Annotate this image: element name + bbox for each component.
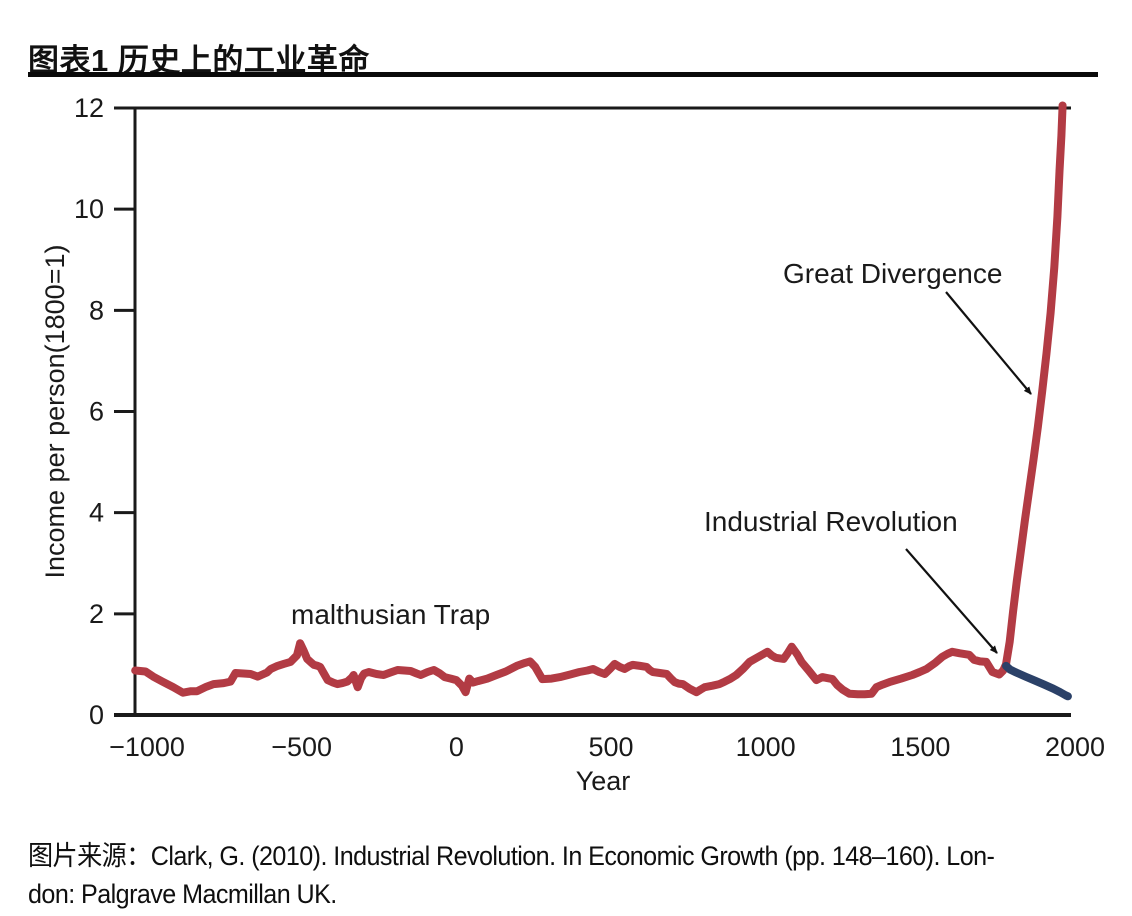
x-axis-tick-label: 500 <box>588 732 633 762</box>
x-axis-tick-label: 1500 <box>890 732 950 762</box>
industrial-revolution-label: Industrial Revolution <box>704 506 958 537</box>
x-axis-tick-label: −500 <box>271 732 332 762</box>
x-axis-tick-label: 2000 <box>1045 732 1105 762</box>
y-axis-tick-label: 10 <box>74 194 104 224</box>
x-axis-tick-label: 1000 <box>736 732 796 762</box>
source-caption-line1: 图片来源：Clark, G. (2010). Industrial Revolu… <box>28 841 995 871</box>
x-axis-tick-label: −1000 <box>109 732 185 762</box>
figure-title: 图表1 历史上的工业革命 <box>28 42 370 78</box>
y-axis-tick-label: 8 <box>89 295 104 325</box>
y-axis-tick-label: 6 <box>89 397 104 427</box>
y-axis-tick-label: 4 <box>89 498 104 528</box>
x-axis-title: Year <box>576 766 631 796</box>
great-divergence-label-arrow <box>945 291 1032 395</box>
y-axis-tick-label: 2 <box>89 599 104 629</box>
malthusian-trap-label: malthusian Trap <box>291 599 490 630</box>
source-caption: 图片来源：Clark, G. (2010). Industrial Revolu… <box>28 837 1098 913</box>
y-axis-title: Income per person(1800=1) <box>40 245 70 579</box>
post-1800-flat-blue-line <box>1002 661 1072 701</box>
great-divergence-label: Great Divergence <box>783 258 1002 289</box>
income-per-person-red-line <box>131 101 1067 699</box>
title-rule <box>28 72 1098 77</box>
x-axis-tick-label: 0 <box>449 732 464 762</box>
y-axis-tick-label: 0 <box>89 700 104 730</box>
y-axis-tick-label: 12 <box>74 93 104 123</box>
industrial-revolution-label-arrow <box>905 548 998 654</box>
source-caption-line2: don: Palgrave Macmillan UK. <box>28 879 337 909</box>
